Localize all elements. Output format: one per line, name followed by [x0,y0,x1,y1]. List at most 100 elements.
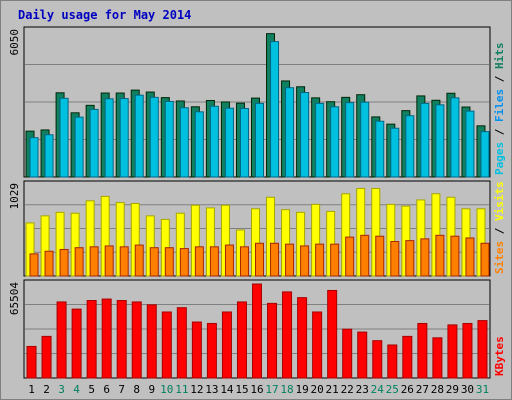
x-tick-label-day-21: 21 [326,383,339,396]
bar-pages-day-16 [255,102,264,178]
bar-pages-day-31 [480,131,490,178]
bar-pages-day-8 [134,94,144,178]
bar-sites-day-5 [89,246,99,277]
series-sites [29,234,490,277]
bar-kbytes-day-19 [297,297,308,379]
bar-pages-day-30 [465,110,475,178]
bar-kbytes-day-13 [206,322,217,379]
x-tick-label-day-11: 11 [175,383,188,396]
bar-kbytes-day-16 [252,283,262,379]
x-tick-label-day-19: 19 [295,383,308,396]
bar-pages-day-23 [360,101,370,178]
y-max-label: 65504 [8,282,21,315]
bar-pages-day-9 [149,96,159,178]
bar-sites-day-31 [480,242,490,277]
x-tick-label-day-6: 6 [103,383,110,396]
x-tick-label-day-3: 3 [58,383,65,396]
x-tick-label-day-5: 5 [88,383,95,396]
x-tick-label-day-1: 1 [28,383,35,396]
bar-pages-day-7 [119,98,129,178]
bar-pages-day-29 [450,97,460,178]
legend-entry-kbytes: KBytes [493,336,506,376]
bar-sites-day-26 [405,240,415,277]
x-tick-label-day-15: 15 [235,383,248,396]
bar-sites-day-12 [194,246,204,277]
series-kbytes [26,283,488,379]
bar-kbytes-day-22 [342,328,353,379]
bar-sites-day-18 [285,243,295,277]
bar-kbytes-day-23 [357,331,368,379]
bar-sites-day-28 [435,234,445,277]
x-tick-label-day-22: 22 [341,383,354,396]
bar-sites-day-2 [44,250,54,277]
legend-entry-pages: Pages [493,142,506,175]
bar-pages-day-11 [179,107,189,178]
legend: Sites / Visits [493,181,506,274]
x-tick-label-day-28: 28 [431,383,444,396]
bar-pages-day-26 [405,115,415,178]
x-tick-label-day-30: 30 [461,383,474,396]
bar-sites-day-1 [29,253,39,277]
bar-kbytes-day-26 [402,335,413,379]
bar-pages-day-20 [315,102,325,178]
bar-sites-day-6 [104,245,114,277]
bar-pages-day-1 [29,137,39,178]
bar-kbytes-day-2 [41,335,52,379]
series-pages [29,41,490,178]
bar-sites-day-13 [209,246,219,277]
x-tick-label-day-24: 24 [371,383,385,396]
bar-pages-day-14 [224,107,234,178]
bar-pages-day-12 [194,111,204,178]
bar-kbytes-day-10 [161,311,172,379]
bar-sites-day-30 [465,237,475,277]
bar-sites-day-10 [164,247,174,277]
bar-pages-day-10 [164,100,174,178]
bar-kbytes-day-7 [116,300,127,379]
bar-sites-day-24 [375,235,385,277]
x-tick-label-day-14: 14 [220,383,234,396]
legend-separator: / [493,122,506,142]
bar-pages-day-3 [59,97,69,178]
bar-kbytes-day-12 [191,321,202,379]
bar-kbytes-day-8 [131,301,142,379]
bar-sites-day-29 [450,235,460,277]
chart-title: Daily usage for May 2014 [18,8,191,22]
x-tick-label-day-23: 23 [356,383,369,396]
x-tick-label-day-8: 8 [133,383,140,396]
bar-sites-day-16 [255,242,264,277]
x-tick-label-day-10: 10 [160,383,173,396]
x-tick-label-day-7: 7 [118,383,125,396]
bar-sites-day-4 [74,247,84,277]
bar-kbytes-day-3 [56,301,67,379]
bar-sites-day-9 [149,247,159,277]
x-tick-label-day-4: 4 [73,383,80,396]
bar-sites-day-17 [270,242,280,277]
bar-kbytes-day-5 [86,300,97,379]
bar-pages-day-28 [435,104,445,178]
legend-entry-hits: Hits [493,43,506,70]
bar-kbytes-day-17 [267,302,278,379]
bar-pages-day-24 [375,120,385,178]
legend-separator: / [493,69,506,89]
bar-kbytes-day-14 [221,311,232,379]
bar-pages-day-18 [285,87,295,178]
bar-kbytes-day-29 [447,324,458,379]
x-tick-label-day-26: 26 [401,383,414,396]
bar-kbytes-day-25 [387,344,398,379]
bar-sites-day-25 [390,241,400,277]
x-tick-label-day-31: 31 [476,383,489,396]
bar-pages-day-15 [239,107,249,178]
bar-sites-day-11 [179,248,189,277]
panel-pages-files-hits: 6050 Pages / Files / Hits [8,26,506,178]
bar-sites-day-23 [360,234,370,277]
bar-kbytes-day-28 [432,337,443,379]
legend-entry-files: Files [493,89,506,122]
bar-pages-day-19 [300,92,310,178]
bar-pages-day-4 [74,116,84,178]
bar-pages-day-5 [89,108,99,178]
legend-entry-visits: Visits [493,181,506,221]
bar-pages-day-6 [104,98,114,178]
bar-pages-day-27 [420,102,430,178]
legend-entry-sites: Sites [493,241,506,274]
